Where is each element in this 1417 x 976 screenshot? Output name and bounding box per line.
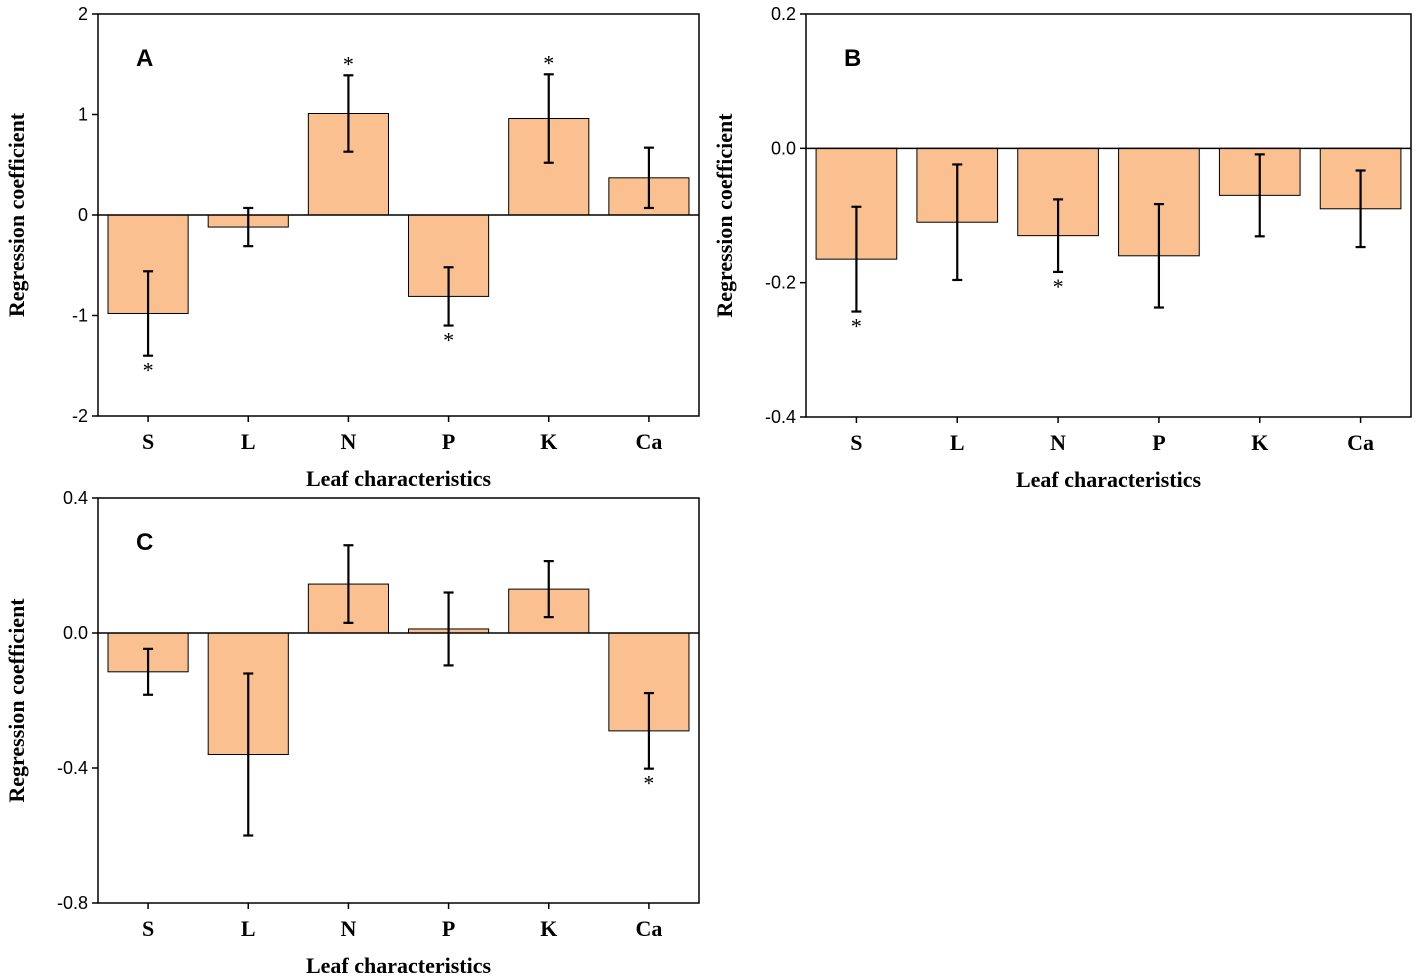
x-tick-label-P: P (1152, 430, 1165, 455)
x-tick-label-L: L (241, 429, 256, 454)
y-tick-label: -1 (72, 306, 88, 326)
significance-star-P: * (443, 328, 454, 353)
y-tick-label: 0.0 (63, 623, 88, 643)
y-tick-label: 1 (78, 105, 88, 125)
plot-frame (97, 497, 700, 904)
x-tick-label-K: K (540, 916, 557, 941)
y-tick-label: 2 (78, 4, 88, 24)
y-tick-label: 0.0 (771, 138, 796, 158)
x-tick-label-P: P (442, 916, 455, 941)
significance-star-S: * (851, 314, 862, 339)
panel-label: A (136, 45, 153, 72)
x-tick-label-L: L (950, 430, 965, 455)
x-tick-label-Ca: Ca (1347, 430, 1374, 455)
x-tick-label-S: S (142, 916, 154, 941)
x-tick-label-S: S (850, 430, 862, 455)
panel-c: * -0.8 -0.4 0.0 0.4 S L N P K Ca Leaf characteristi… (4, 488, 700, 976)
significance-star-N: * (1053, 274, 1064, 299)
x-tick-label-L: L (241, 916, 256, 941)
y-tick-label: 0.2 (771, 4, 796, 24)
x-tick-label-N: N (1050, 430, 1066, 455)
y-tick-label: -0.8 (57, 893, 88, 913)
x-axis-title: Leaf characteristics (306, 466, 492, 491)
panel-b: * * -0.4 -0.2 0.0 0.2 S L N P K Ca Leaf characterist… (712, 4, 1412, 492)
significance-star-K: * (543, 50, 554, 75)
y-tick-label: 0 (78, 205, 88, 225)
x-tick-label-N: N (340, 916, 356, 941)
y-tick-label: -0.2 (765, 273, 796, 293)
x-tick-label-P: P (442, 429, 455, 454)
y-tick-label: -0.4 (57, 758, 88, 778)
x-tick-label-Ca: Ca (635, 916, 662, 941)
significance-star-Ca: * (643, 771, 654, 796)
panel-label: B (844, 45, 861, 72)
y-tick-label: -0.4 (765, 407, 796, 427)
x-tick-label-K: K (540, 429, 557, 454)
x-tick-label-N: N (340, 429, 356, 454)
y-tick-label: 0.4 (63, 488, 88, 508)
y-tick-label: -2 (72, 406, 88, 426)
y-axis-title: Regression coefficient (712, 113, 737, 318)
x-axis-title: Leaf characteristics (306, 953, 492, 976)
plot-frame (805, 13, 1412, 418)
significance-star-S: * (143, 358, 154, 383)
y-axis-title: Regression coefficient (4, 598, 29, 803)
panel-a: * * * * -2 -1 0 1 2 S L N P K Ca Leaf characteristics Re… (4, 4, 700, 491)
x-axis-title: Leaf characteristics (1016, 467, 1202, 492)
significance-star-N: * (343, 51, 354, 76)
x-tick-label-Ca: Ca (635, 429, 662, 454)
panel-label: C (136, 529, 153, 556)
y-axis-title: Regression coefficient (4, 112, 29, 317)
x-tick-label-S: S (142, 429, 154, 454)
x-tick-label-K: K (1251, 430, 1268, 455)
